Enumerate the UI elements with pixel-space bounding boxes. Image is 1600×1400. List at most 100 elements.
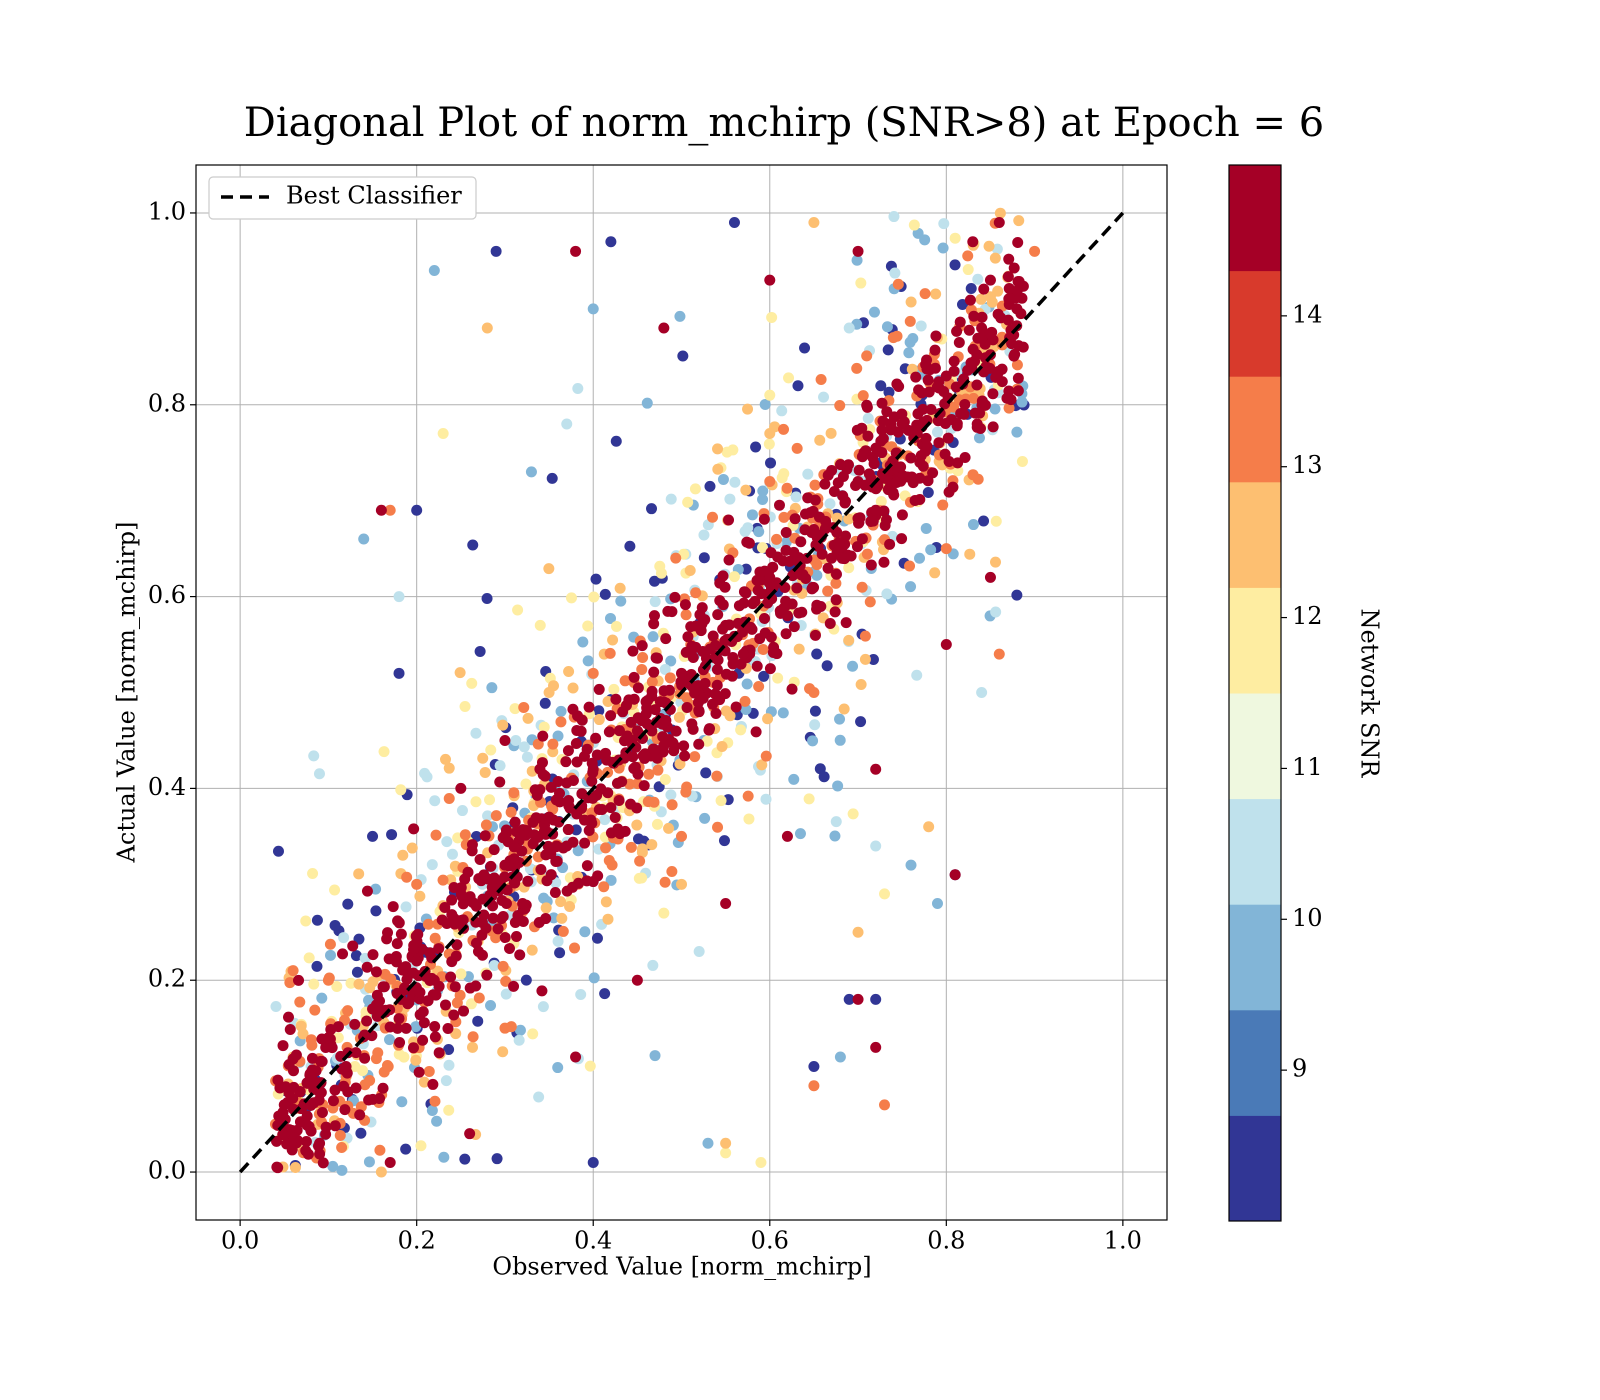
scatter-point — [843, 562, 855, 574]
scatter-point — [372, 1047, 384, 1059]
scatter-point — [933, 437, 945, 449]
scatter-point — [773, 499, 785, 511]
chart-title: Diagonal Plot of norm_mchirp (SNR>8) at … — [244, 100, 1324, 146]
scatter-point — [878, 505, 890, 517]
scatter-point — [427, 1078, 439, 1090]
scatter-point — [855, 716, 867, 728]
scatter-point — [698, 529, 710, 541]
scatter-point — [316, 1106, 328, 1118]
scatter-point — [521, 751, 533, 763]
scatter-point — [919, 445, 931, 457]
scatter-point — [764, 428, 776, 440]
scatter-point — [484, 794, 496, 806]
scatter-point — [654, 560, 666, 572]
scatter-point — [332, 1021, 344, 1033]
scatter-point — [707, 511, 719, 523]
scatter-point — [500, 898, 512, 910]
scatter-point — [892, 278, 904, 290]
scatter-point — [826, 552, 838, 564]
scatter-point — [587, 303, 599, 315]
scatter-point — [822, 469, 834, 481]
scatter-point — [740, 484, 752, 496]
scatter-point — [717, 570, 729, 582]
scatter-point — [1011, 303, 1023, 315]
scatter-point — [738, 586, 750, 598]
scatter-point — [433, 1047, 445, 1059]
scatter-point — [407, 1042, 419, 1054]
scatter-point — [836, 552, 848, 564]
scatter-point — [1011, 359, 1023, 371]
scatter-point — [830, 568, 842, 580]
scatter-point — [327, 1160, 339, 1172]
x-tick-label: 0.0 — [221, 1227, 259, 1255]
scatter-point — [550, 877, 562, 889]
scatter-point — [757, 485, 769, 497]
scatter-point — [361, 1015, 373, 1027]
scatter-point — [327, 1095, 339, 1107]
scatter-point — [533, 917, 545, 929]
scatter-point — [590, 573, 602, 585]
scatter-point — [787, 570, 799, 582]
scatter-point — [464, 1128, 476, 1140]
scatter-point — [505, 806, 517, 818]
scatter-point — [678, 740, 690, 752]
scatter-point — [929, 344, 941, 356]
scatter-point — [446, 894, 458, 906]
scatter-point — [603, 726, 615, 738]
scatter-point — [659, 774, 671, 786]
scatter-point — [699, 812, 711, 824]
scatter-point — [690, 587, 702, 599]
scatter-point — [397, 849, 409, 861]
scatter-point — [590, 732, 602, 744]
scatter-point — [724, 493, 736, 505]
scatter-point — [401, 871, 413, 883]
scatter-point — [392, 915, 404, 927]
scatter-point — [342, 1005, 354, 1017]
scatter-point — [540, 902, 552, 914]
scatter-point — [909, 494, 921, 506]
scatter-point — [676, 667, 687, 679]
scatter-point — [973, 432, 985, 444]
scatter-point — [527, 838, 539, 850]
scatter-point — [737, 626, 749, 638]
scatter-point — [605, 802, 617, 814]
scatter-point — [536, 985, 548, 997]
scatter-point — [602, 913, 614, 925]
scatter-point — [843, 322, 855, 334]
scatter-point — [631, 974, 643, 986]
scatter-point — [791, 582, 803, 594]
scatter-point — [579, 837, 591, 849]
scatter-point — [843, 513, 855, 525]
scatter-point — [584, 1060, 596, 1072]
scatter-point — [940, 543, 952, 555]
scatter-point — [646, 839, 658, 851]
scatter-point — [587, 763, 599, 775]
scatter-point — [440, 999, 452, 1011]
scatter-point — [951, 325, 963, 337]
scatter-point — [743, 813, 755, 825]
scatter-point — [302, 1148, 314, 1160]
scatter-point — [674, 310, 686, 322]
scatter-point — [361, 885, 373, 897]
scatter-point — [582, 620, 594, 632]
y-tick-label: 0.0 — [148, 1157, 186, 1185]
scatter-point — [1003, 402, 1015, 414]
scatter-point — [904, 560, 916, 572]
scatter-point — [538, 721, 550, 733]
scatter-point — [398, 1051, 410, 1063]
scatter-point — [395, 928, 407, 940]
x-tick-label: 0.4 — [574, 1227, 612, 1255]
scatter-point — [415, 1140, 427, 1152]
scatter-point — [904, 315, 916, 327]
scatter-point — [967, 343, 979, 355]
scatter-point — [777, 707, 789, 719]
scatter-point — [974, 407, 986, 419]
scatter-point — [704, 723, 716, 735]
scatter-point — [353, 868, 365, 880]
scatter-point — [565, 592, 577, 604]
scatter-point — [799, 342, 811, 354]
scatter-point — [592, 870, 604, 882]
scatter-point — [796, 606, 808, 618]
scatter-point — [990, 556, 1002, 568]
